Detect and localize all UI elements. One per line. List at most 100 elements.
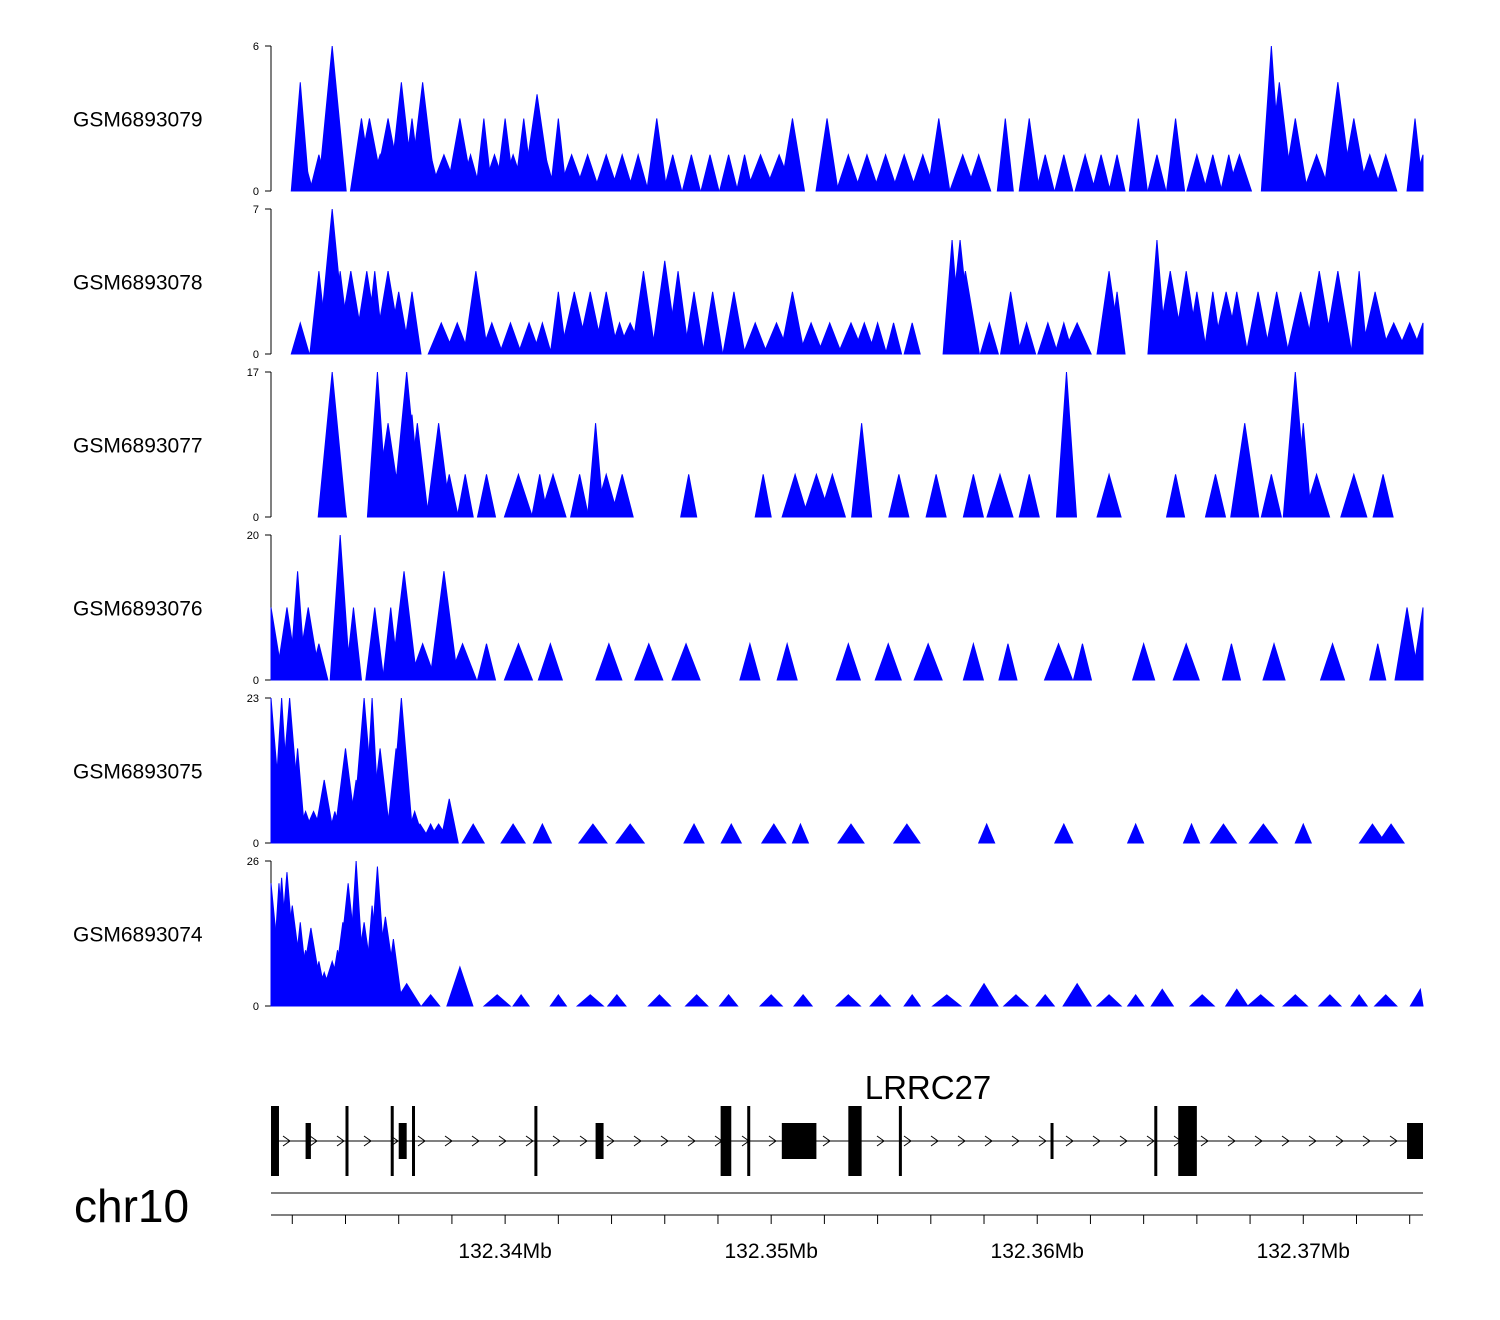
strand-arrow: [768, 1135, 777, 1147]
coverage-peak: [1294, 822, 1313, 844]
y-min-label: 0: [253, 1001, 259, 1013]
y-max-label: 23: [247, 693, 259, 705]
axis-tick-label: 132.35Mb: [724, 1240, 817, 1263]
coverage-peak: [1224, 988, 1249, 1007]
coverage-peak: [1062, 982, 1093, 1007]
coverage-peak: [290, 321, 310, 355]
coverage-peak: [1054, 154, 1074, 192]
coverage-peak: [1126, 822, 1145, 844]
track-GSM6893076: GSM6893076 20 0: [73, 530, 1424, 687]
coverage-peak: [1262, 642, 1286, 681]
coverage-peak: [446, 965, 474, 1007]
coverage-peak: [1131, 642, 1156, 681]
coverage-peak: [532, 321, 553, 355]
coverage-peak: [781, 472, 809, 518]
coverage-peak: [390, 571, 418, 681]
coverage-peak: [1203, 154, 1223, 192]
coverage-peak: [680, 474, 698, 518]
coverage-peak: [1264, 291, 1290, 355]
coverage-peak: [931, 994, 963, 1007]
coverage-peak: [779, 291, 806, 355]
coverage-peak: [456, 474, 474, 518]
gene-exon: [1407, 1123, 1423, 1159]
coverage-peak: [317, 45, 347, 192]
coverage-peak: [1054, 822, 1074, 844]
coverage-peak: [1260, 474, 1282, 518]
coverage-peak: [793, 994, 814, 1007]
coverage-peak: [1282, 994, 1309, 1007]
coverage-peak: [979, 321, 1000, 355]
coverage-peak: [720, 823, 743, 844]
strand-arrow: [1362, 1135, 1371, 1147]
coverage-peak: [391, 982, 422, 1007]
coverage-peak: [1394, 607, 1420, 681]
strand-arrow: [498, 1135, 507, 1147]
coverage-peak: [1226, 153, 1253, 192]
coverage-peak: [387, 291, 411, 355]
strand-arrow: [1200, 1135, 1209, 1147]
coverage-peak: [1411, 322, 1424, 355]
coverage-peak: [429, 571, 459, 681]
coverage-peak: [872, 153, 899, 192]
coverage-peak: [874, 642, 902, 681]
coverage-peak: [1265, 82, 1293, 192]
strand-arrow: [822, 1135, 831, 1147]
coverage-peak: [892, 823, 921, 844]
coverage-peak: [615, 823, 646, 844]
coverage-peak: [463, 271, 489, 355]
strand-arrow: [903, 1135, 912, 1147]
coverage-peak: [1377, 823, 1406, 844]
coverage-peak: [1360, 291, 1390, 355]
coverage-peak: [1409, 987, 1424, 1007]
coverage-peak: [1108, 154, 1126, 192]
coverage-peak: [835, 642, 862, 681]
strand-arrow: [876, 1135, 885, 1147]
coverage-peak: [1188, 994, 1216, 1007]
track-label: GSM6893076: [73, 598, 203, 621]
axis-tick-label: 132.36Mb: [991, 1240, 1084, 1263]
coverage-peak: [368, 748, 392, 844]
coverage-peak: [1225, 291, 1249, 355]
coverage-peak: [718, 154, 739, 192]
coverage-peak: [444, 321, 470, 355]
coverage-peak: [1209, 823, 1238, 844]
strand-arrow: [525, 1135, 534, 1147]
coverage-peak: [420, 994, 441, 1007]
coverage-peak: [647, 994, 672, 1007]
strand-arrow: [930, 1135, 939, 1147]
coverage-peak: [925, 474, 947, 518]
coverage-peak: [1182, 822, 1201, 844]
coverage-peak: [671, 642, 701, 681]
coverage-peak: [1035, 154, 1055, 192]
strand-arrow: [444, 1135, 453, 1147]
coverage-peak: [1166, 118, 1186, 192]
coverage-peak: [758, 994, 784, 1007]
coverage-peak: [684, 994, 709, 1007]
coverage-peak: [742, 321, 768, 355]
coverage-peak: [1358, 823, 1387, 844]
coverage-peak: [869, 994, 892, 1007]
coverage-peak: [1186, 291, 1208, 355]
coverage-peak: [966, 153, 992, 192]
gene-exon: [781, 1123, 817, 1159]
strand-arrow: [336, 1135, 345, 1147]
coverage-peak: [1323, 271, 1353, 355]
y-max-label: 6: [253, 41, 259, 53]
coverage-peak: [1304, 271, 1334, 355]
coverage-peak: [1043, 642, 1074, 681]
coverage-peak: [439, 474, 459, 518]
coverage-peak: [1147, 154, 1167, 192]
y-min-label: 0: [253, 838, 259, 850]
coverage-peak: [539, 472, 567, 518]
coverage-peak: [1302, 153, 1331, 192]
coverage-peak: [977, 822, 996, 844]
y-max-label: 17: [247, 367, 259, 379]
coverage-peak: [503, 472, 534, 518]
coverage-peak: [512, 993, 531, 1007]
coverage-peak: [593, 291, 619, 355]
strand-arrow: [1092, 1135, 1101, 1147]
coverage-peak: [575, 994, 605, 1007]
coverage-peak: [426, 423, 452, 518]
coverage-peak: [1000, 291, 1022, 355]
